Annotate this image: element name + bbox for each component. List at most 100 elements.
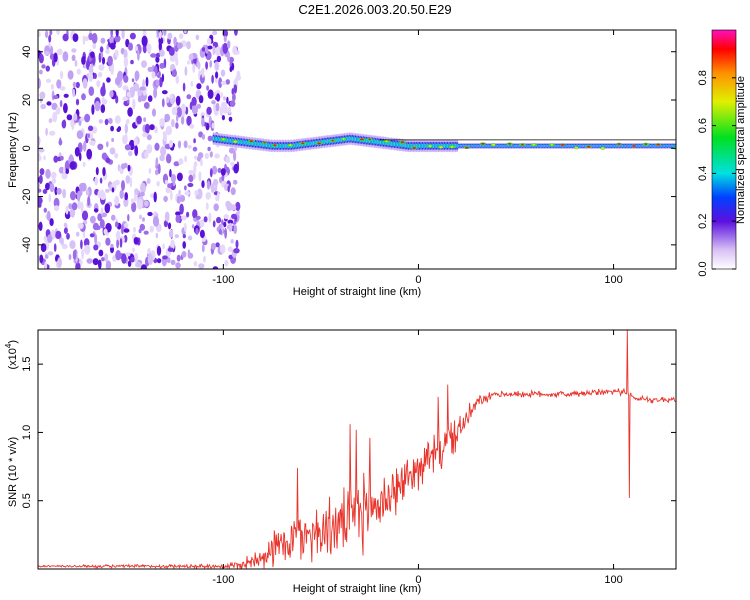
noise-speckle: [169, 139, 173, 148]
y-tick-label: 20: [21, 94, 33, 106]
noise-speckle: [127, 214, 130, 222]
noise-speckle: [182, 241, 186, 249]
noise-speckle: [56, 30, 60, 35]
noise-speckle: [49, 183, 55, 193]
noise-speckle: [85, 189, 90, 196]
noise-speckle: [162, 255, 168, 260]
noise-speckle: [169, 93, 174, 99]
noise-speckle: [39, 69, 43, 75]
noise-speckle: [97, 143, 104, 150]
noise-speckle: [63, 103, 68, 114]
noise-speckle: [39, 168, 45, 176]
noise-speckle: [114, 152, 119, 159]
colorbar: 0.0 0.2 0.4 0.6 0.8 Normalized spectral ampl…: [697, 29, 747, 277]
noise-speckle: [78, 152, 82, 162]
track-hotspot: [464, 146, 469, 149]
noise-speckle: [133, 252, 139, 264]
noise-speckle: [237, 209, 240, 216]
noise-speckle: [101, 191, 106, 201]
noise-speckle: [86, 148, 93, 160]
noise-speckle: [95, 225, 101, 230]
noise-speckle: [218, 224, 223, 230]
noise-speckle: [195, 215, 201, 220]
noise-speckle: [92, 43, 97, 50]
noise-speckle: [201, 47, 205, 52]
noise-speckle: [192, 146, 198, 152]
noise-speckle: [145, 76, 149, 87]
noise-speckle: [115, 30, 119, 37]
noise-speckle: [187, 235, 193, 241]
noise-speckle: [44, 254, 49, 259]
noise-speckle: [126, 91, 131, 97]
noise-speckle: [139, 86, 146, 91]
noise-speckle: [81, 248, 85, 260]
noise-speckle: [191, 96, 197, 107]
noise-speckle: [141, 152, 145, 159]
noise-speckle: [110, 243, 114, 248]
noise-speckle: [162, 243, 165, 250]
noise-speckle: [184, 222, 187, 232]
noise-speckle: [53, 243, 57, 252]
noise-speckle: [175, 122, 179, 129]
noise-speckle: [199, 229, 205, 239]
noise-speckle: [204, 44, 209, 54]
noise-speckle: [170, 259, 176, 266]
noise-speckle: [123, 56, 129, 68]
noise-speckle: [212, 220, 216, 228]
noise-speckle: [53, 205, 60, 212]
noise-speckle: [176, 172, 183, 182]
noise-speckle: [216, 93, 221, 102]
noise-speckle: [147, 247, 151, 255]
noise-speckle: [182, 234, 186, 239]
noise-speckle: [233, 248, 240, 254]
noise-speckle: [49, 218, 54, 227]
noise-speckle: [91, 104, 95, 115]
noise-speckle: [110, 246, 114, 254]
noise-speckle: [182, 82, 186, 92]
noise-speckle: [48, 34, 52, 43]
noise-speckle: [45, 182, 50, 191]
noise-speckle: [131, 78, 135, 83]
noise-speckle: [180, 116, 185, 125]
noise-speckle: [84, 244, 91, 255]
noise-speckle: [38, 31, 41, 38]
noise-speckle: [76, 130, 84, 140]
noise-speckle: [193, 260, 198, 267]
spectrogram-frame: [37, 29, 677, 270]
noise-speckle: [203, 255, 206, 263]
noise-speckle: [53, 197, 60, 208]
x-tick-label: 100: [604, 574, 622, 586]
noise-speckle: [158, 36, 164, 45]
noise-speckle: [155, 169, 159, 176]
noise-speckle: [235, 201, 241, 211]
noise-speckle: [110, 125, 114, 132]
noise-speckle: [59, 100, 63, 108]
noise-speckle: [74, 147, 80, 157]
noise-speckle: [179, 195, 186, 202]
noise-speckle: [165, 186, 171, 194]
noise-speckle: [163, 220, 168, 228]
noise-speckle: [122, 85, 127, 91]
noise-speckle: [223, 35, 227, 42]
noise-speckle: [215, 195, 219, 202]
noise-speckle: [105, 237, 111, 246]
noise-speckle: [228, 147, 235, 154]
noise-speckle: [84, 36, 89, 42]
noise-speckle: [228, 116, 233, 122]
spectrogram-heatmap: [38, 30, 676, 269]
noise-speckle: [220, 92, 223, 98]
noise-speckle: [146, 144, 153, 154]
noise-speckle: [38, 221, 43, 231]
track-hotspot: [600, 147, 605, 150]
noise-speckle: [191, 105, 198, 115]
noise-speckle: [143, 230, 149, 235]
noise-speckle: [130, 59, 134, 65]
noise-speckle: [228, 222, 233, 232]
noise-speckle: [152, 216, 160, 227]
noise-speckle: [153, 191, 157, 203]
noise-speckle: [163, 132, 168, 142]
noise-speckle: [89, 215, 96, 224]
noise-speckle: [71, 54, 76, 62]
noise-speckle: [41, 64, 46, 69]
